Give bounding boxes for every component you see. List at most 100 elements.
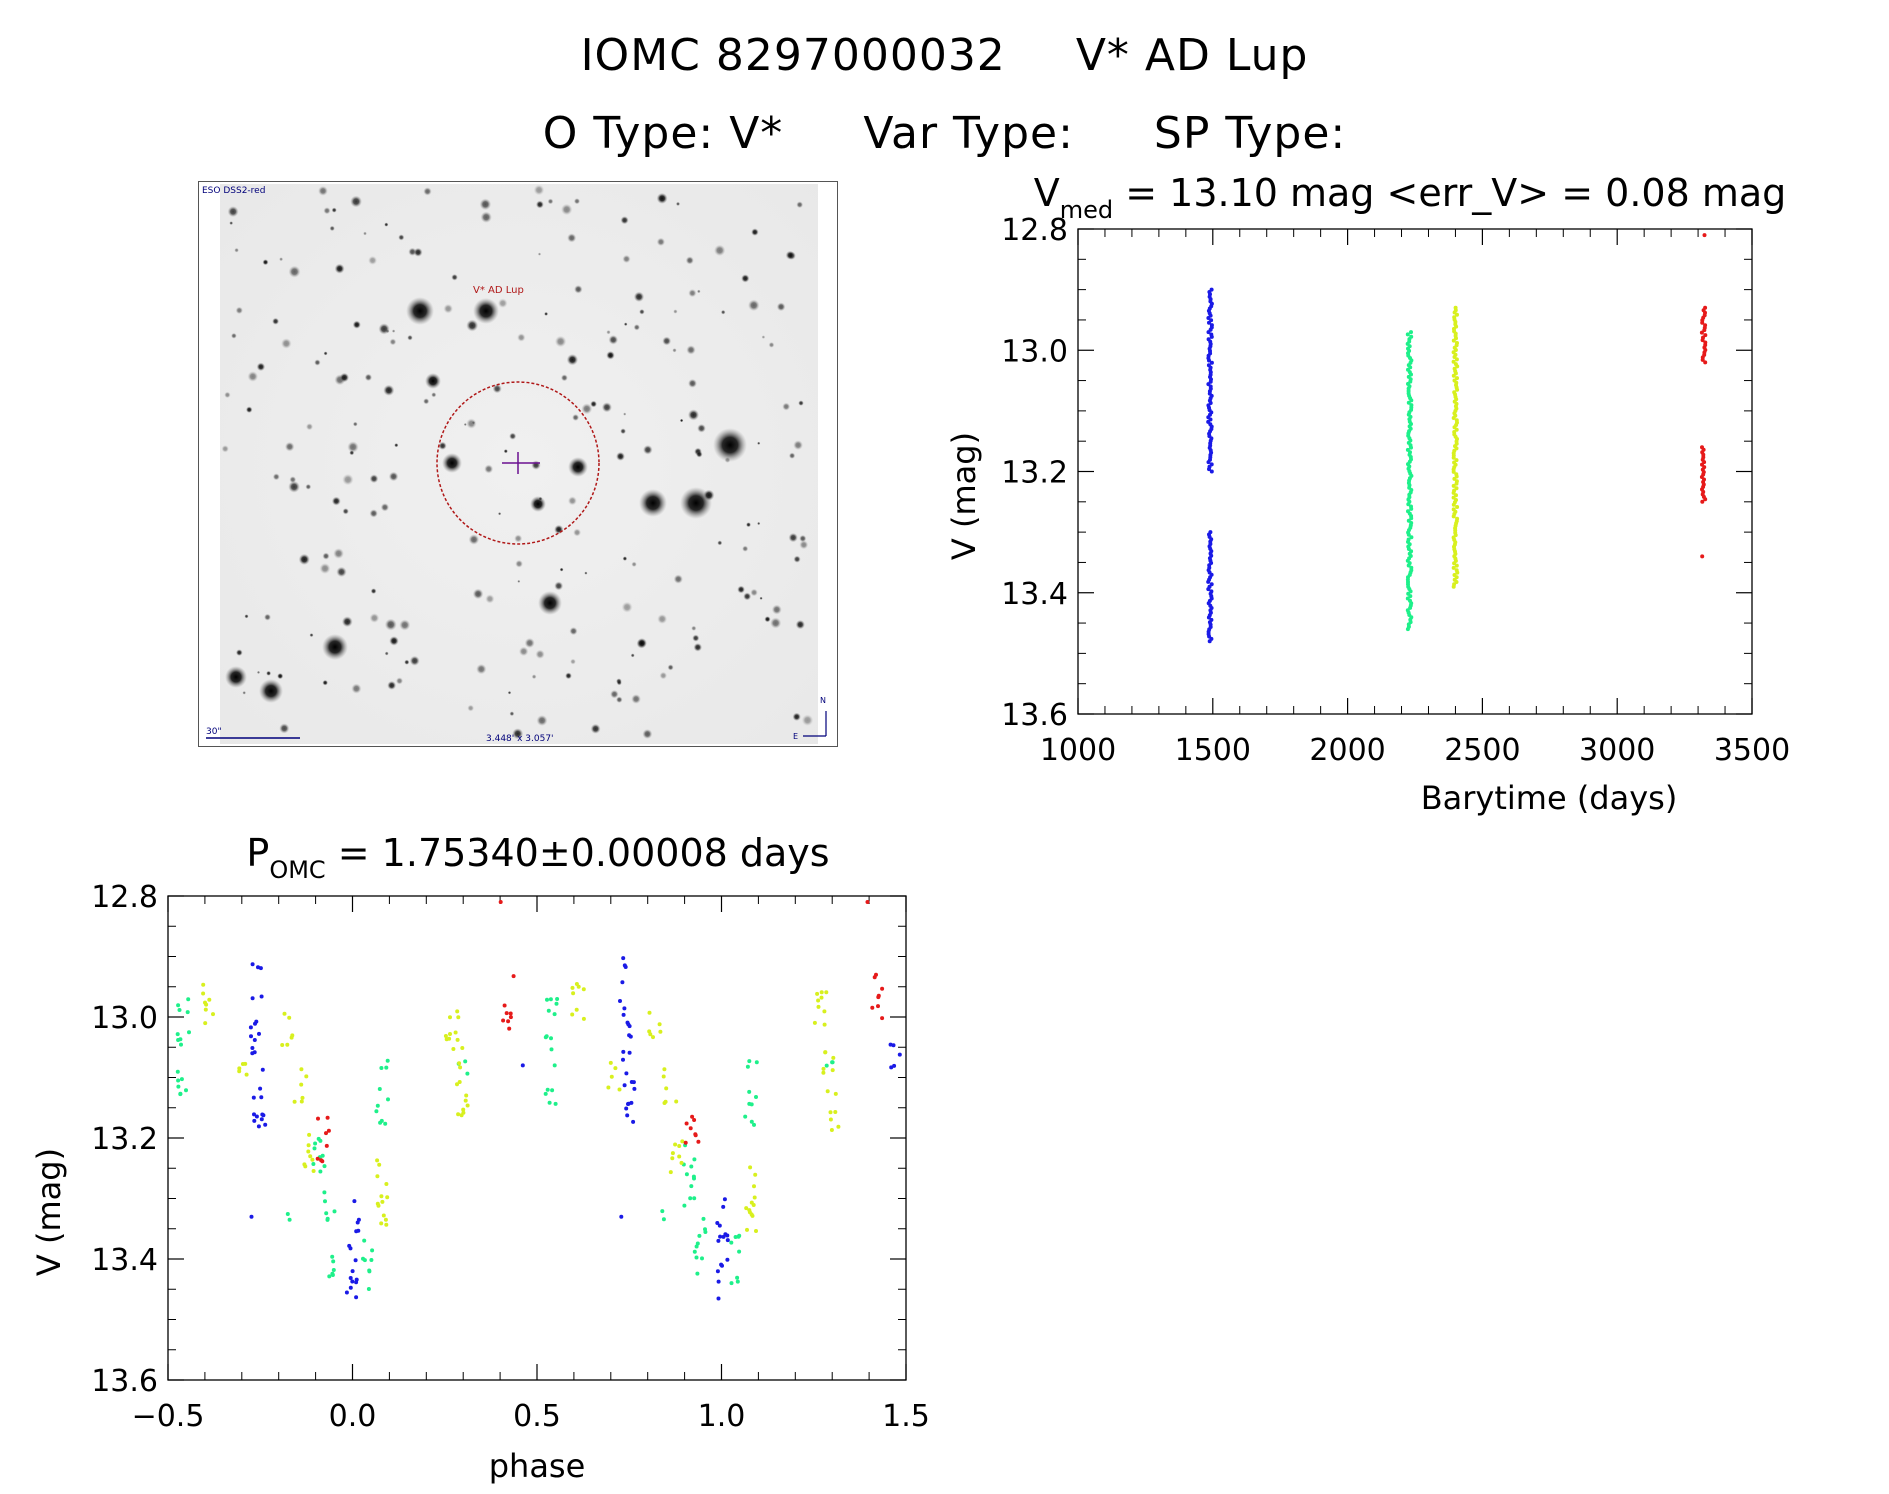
image-field [220,184,818,744]
pc-point [370,1248,375,1253]
pc-point [622,1006,627,1011]
phase-chart: POMC = 1.75340±0.00008 days −0.5 0.0 0.5 1.… [30,831,930,1485]
star [288,265,301,278]
pc-point [244,1072,249,1077]
lc-point [1700,338,1705,343]
pc-point [622,1083,627,1088]
star [616,696,623,703]
pc-point [299,1067,304,1072]
pc-point [747,1089,752,1094]
star [622,556,628,561]
otype-label: O Type: V* [542,108,784,159]
star [407,334,413,341]
pc-point [695,1241,700,1246]
star [561,203,573,216]
pc-point [819,995,824,1000]
star [352,320,361,329]
pc-point [292,1099,297,1104]
pc-point [249,1034,253,1039]
star [574,285,583,294]
star [492,384,502,394]
lightcurve-chart: Vmed = 13.10 mag <err_V> = 0.08 mag 1000… [945,171,1790,817]
star [633,324,640,331]
star [785,250,795,260]
star [480,211,492,223]
star [657,614,668,624]
star [524,637,535,649]
pc-point [175,1032,180,1037]
star [467,704,475,712]
pc-point [684,1172,689,1177]
pc-point [754,1229,758,1233]
pc-point [735,1279,740,1284]
star [298,553,310,565]
star [451,274,458,281]
pc-point [621,1012,626,1017]
star [279,257,284,262]
star [247,371,259,382]
lc-point [1207,639,1212,644]
pc-point [453,1030,458,1035]
east-label: E [793,732,798,741]
star-bright [568,457,588,477]
star [391,329,396,333]
pc-point [374,1109,379,1114]
star [673,574,683,584]
pc-point [744,1206,749,1211]
pc-point [352,1199,357,1204]
pc-point [377,1087,382,1091]
star [746,522,751,528]
star [398,234,405,241]
star [697,289,701,294]
header-title: IOMC 8297000032 V* AD Lup [0,30,1889,81]
lc-point [1454,481,1459,486]
pc-point [448,1015,452,1020]
pc-point [463,1098,468,1103]
pc-point [688,1196,693,1201]
pc-point [376,1203,381,1208]
star [560,374,568,382]
pc-point [626,1102,630,1106]
pc-point [306,1149,311,1154]
star [631,561,637,567]
pc-point [701,1216,706,1221]
pc-point [316,1116,320,1121]
pc-point [876,995,881,1000]
pc-point [673,1142,678,1147]
pc-point [829,1128,834,1132]
star [633,291,645,302]
pc-point [606,1085,611,1090]
star [221,445,229,453]
star [748,299,760,312]
star [782,402,791,411]
star [517,333,526,342]
lc-point [1406,400,1411,405]
pc-point [307,1132,312,1137]
pc-point [259,994,264,999]
y-tick-label: 13.2 [1001,456,1068,491]
pc-point [752,1122,756,1127]
pc-point [381,1213,386,1218]
target-circle [436,381,600,545]
lc-point [1451,455,1456,460]
lc-point [1454,357,1459,362]
pc-point [683,1140,688,1145]
north-label: N [820,696,826,705]
lc-title: Vmed = 13.10 mag <err_V> = 0.08 mag [1034,171,1787,224]
star [535,649,545,659]
pc-point [880,986,885,991]
pc-point [749,1200,754,1205]
lc-point [1207,358,1211,363]
star [590,723,601,734]
star [498,512,502,516]
star [242,691,246,695]
pc-point [385,1195,390,1200]
pc-point [331,1259,336,1264]
star [610,689,619,699]
scale-label: 30" [206,727,222,737]
pc-point [324,1143,329,1148]
pc-point [745,1064,750,1069]
star [339,372,350,383]
star [431,392,437,398]
lc-point [1703,360,1708,365]
